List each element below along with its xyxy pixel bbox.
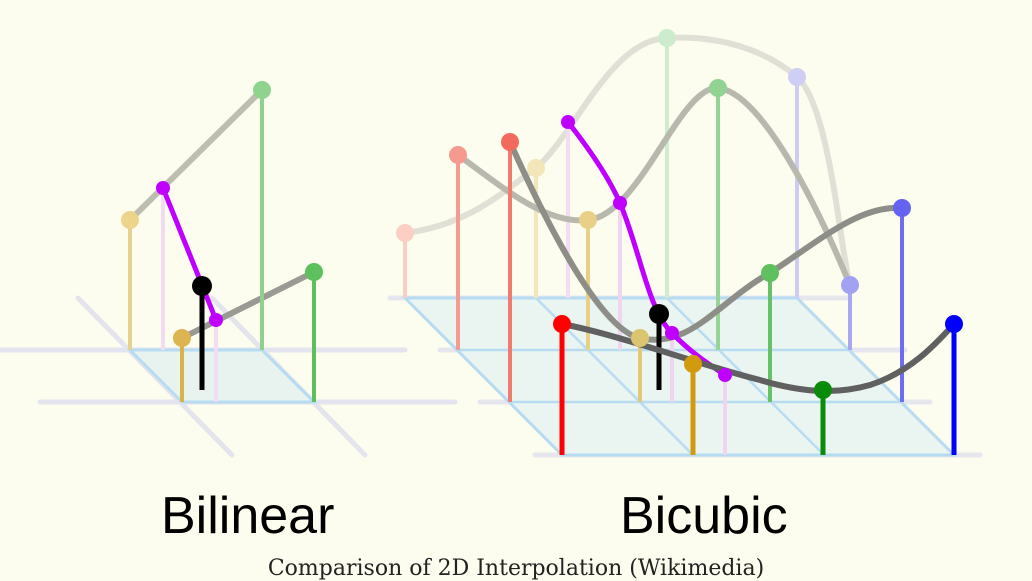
bicubic-sample-point [527,159,545,177]
bicubic-diagram [387,29,983,458]
bicubic-sample-point [579,211,597,229]
bicubic-sample-point [396,224,414,242]
bicubic-interp-point [718,368,732,382]
caption: Comparison of 2D Interpolation (Wikimedi… [267,556,765,581]
bilinear-interpolant-line [160,185,219,323]
bicubic-sample-point [501,133,519,151]
bicubic-sample-point [449,146,467,164]
bicubic-curve-row-3 [507,139,905,343]
bilinear-sample-point [121,211,139,229]
bilinear-sample-point [305,263,323,281]
bicubic-sample-point [631,329,649,347]
interpolation-diagram [0,29,983,458]
bicubic-label: Bicubic [620,487,788,545]
bilinear-back-line [127,87,265,223]
bicubic-interpolant-curve [565,119,728,378]
bilinear-interp-point [156,181,170,195]
bicubic-interp-point [665,326,679,340]
bicubic-curve-row-2 [455,84,853,288]
bilinear-label: Bilinear [161,487,335,545]
bicubic-sample-point [709,79,727,97]
bicubic-interp-point [613,196,627,210]
bicubic-interp-point [561,115,575,129]
bicubic-sample-point [893,199,911,217]
bicubic-sample-point [814,381,832,399]
bilinear-result-point [192,276,212,296]
bilinear-interp-point [209,313,223,327]
bicubic-result-point [649,304,669,324]
bilinear-diagram [0,81,458,458]
bilinear-sample-point [253,81,271,99]
bicubic-sample-point [761,264,779,282]
bilinear-sample-point [173,329,191,347]
bicubic-sample-point [684,355,702,373]
bicubic-sample-point [553,315,571,333]
bicubic-sample-point [658,29,676,47]
bilinear-cell-plane [126,348,318,404]
bicubic-grid-plane [401,296,958,457]
bicubic-sample-point [841,276,859,294]
bicubic-sample-point [788,68,806,86]
bicubic-sample-point [945,315,963,333]
